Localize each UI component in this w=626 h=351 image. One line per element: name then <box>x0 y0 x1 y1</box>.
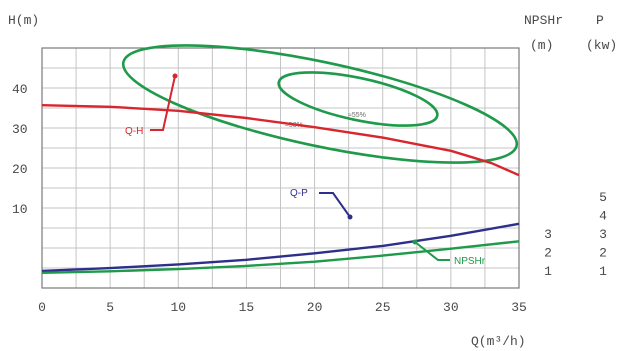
y-tick-label: 20 <box>12 162 28 177</box>
npshr-tick-label: 1 <box>544 264 552 279</box>
qp-curve <box>41 222 520 273</box>
power-tick-label: 5 <box>599 190 607 205</box>
qh-marker <box>172 73 178 79</box>
power-unit-label: (kw) <box>586 38 617 53</box>
tick-labels: 0 5 10 15 20 25 30 35 10 20 30 40 1 2 3 1 2 3 4 5 <box>12 82 607 315</box>
qp-marker <box>347 214 353 220</box>
power-axis-label: P <box>596 13 604 28</box>
x-axis-label: Q(m³/h) <box>471 334 526 349</box>
qh-label: Q-H <box>125 126 143 137</box>
npshr-axis-label: NPSHr <box>524 13 563 28</box>
npshr-leader <box>414 241 450 261</box>
npshr-marker <box>412 239 418 245</box>
grid <box>41 47 520 289</box>
x-tick-label: 35 <box>511 300 527 315</box>
npshr-tick-label: 2 <box>544 246 552 261</box>
qp-label: Q-P <box>290 188 308 199</box>
y-tick-label: 30 <box>12 122 28 137</box>
x-tick-label: 15 <box>239 300 255 315</box>
qh-curve <box>41 104 520 177</box>
npshr-label: NPSHr <box>454 256 486 267</box>
npshr-tick-label: 3 <box>544 227 552 242</box>
power-tick-label: 2 <box>599 246 607 261</box>
y-axis-label: H(m) <box>8 13 39 28</box>
efficiency-ellipse-inner <box>277 71 439 127</box>
x-tick-label: 20 <box>307 300 323 315</box>
efficiency-ellipses: ≈50%≈55% <box>121 44 519 164</box>
npshr-curve <box>41 240 520 274</box>
efficiency-ellipse-outer <box>121 44 519 164</box>
qp-leader <box>319 192 351 218</box>
power-tick-label: 1 <box>599 264 607 279</box>
qh-leader <box>150 75 176 131</box>
x-tick-label: 5 <box>106 300 114 315</box>
power-tick-label: 4 <box>599 209 607 224</box>
plot-frame <box>41 47 520 289</box>
efficiency-label: ≈55% <box>348 112 366 119</box>
x-tick-label: 0 <box>38 300 46 315</box>
labels: H(m) NPSHr P (m) (kw) Q(m³/h) <box>8 13 617 349</box>
npshr-unit-label: (m) <box>530 38 553 53</box>
x-tick-label: 10 <box>170 300 186 315</box>
y-tick-label: 40 <box>12 82 28 97</box>
x-tick-label: 25 <box>375 300 391 315</box>
power-tick-label: 3 <box>599 227 607 242</box>
x-tick-label: 30 <box>443 300 459 315</box>
curves: Q-H Q-P NPSHr <box>41 73 520 274</box>
y-tick-label: 10 <box>12 202 28 217</box>
